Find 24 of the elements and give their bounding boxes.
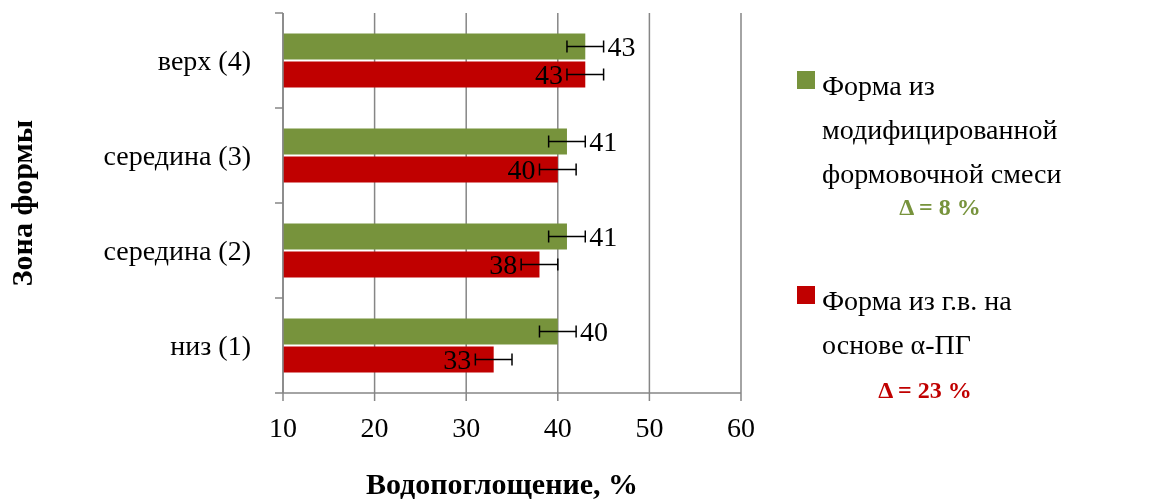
data-label: 33 <box>443 344 472 376</box>
y-tick-label: середина (3) <box>103 140 251 172</box>
text: Δ = 8 % <box>899 194 981 220</box>
legend-label: Форма из модифицированной формовочной смеси <box>822 69 1062 189</box>
data-label: 41 <box>589 126 618 158</box>
data-label: 41 <box>589 221 618 253</box>
data-label: 40 <box>507 154 536 186</box>
x-tick-label: 60 <box>727 412 755 443</box>
text: Δ = 23 % <box>878 377 972 403</box>
x-tick-label: 50 <box>635 412 664 443</box>
data-label: 38 <box>489 249 518 281</box>
y-tick-label: верх (4) <box>157 45 251 77</box>
y-axis-title: Зона формы <box>5 119 38 287</box>
x-axis-title: Водопоглощение, % <box>365 467 639 500</box>
x-tick-label: 40 <box>543 412 572 443</box>
legend-label: Форма из г.в. на основе α-ПГ <box>822 284 1013 360</box>
x-tick-label: 10 <box>269 412 297 443</box>
x-tick-label: 30 <box>452 412 481 443</box>
y-tick-label: низ (1) <box>170 330 251 362</box>
data-label: 43 <box>534 59 563 91</box>
x-tick-label: 20 <box>360 412 389 443</box>
data-label: 43 <box>607 31 636 63</box>
data-label: 40 <box>580 316 609 348</box>
y-tick-label: середина (2) <box>103 235 251 267</box>
